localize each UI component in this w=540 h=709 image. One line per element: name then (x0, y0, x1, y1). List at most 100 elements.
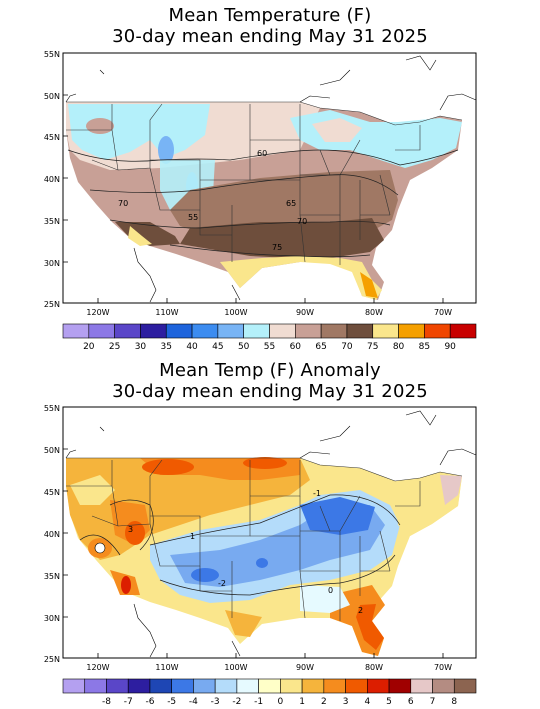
contour-label: 65 (286, 199, 296, 208)
contour-label: 3 (128, 525, 133, 534)
legend-swatch (388, 678, 412, 694)
lon-label: 80W (365, 663, 383, 672)
legend-label: -3 (211, 697, 220, 707)
legend-label: 2 (321, 697, 327, 707)
legend-swatch (236, 678, 259, 694)
anomaly-map: -1 -2 0 2 1 3 55N 50N 45N 40N 35N 30N 25… (44, 404, 477, 707)
legend-label: 20 (83, 342, 95, 352)
legend-swatch (323, 678, 346, 694)
contour-label: 1 (190, 532, 195, 541)
legend-label: 75 (367, 342, 378, 352)
contour-label: -2 (218, 579, 226, 588)
legend-label: -4 (189, 697, 198, 707)
map-title-line2: 30-day mean ending May 31 2025 (112, 26, 428, 47)
contour-label: 70 (118, 199, 128, 208)
contour-lines (79, 494, 401, 596)
legend-swatch (269, 323, 296, 339)
lat-label: 45N (44, 133, 60, 142)
lon-label: 120W (86, 308, 109, 317)
legend-swatch (171, 678, 194, 694)
contour-label: 55 (188, 213, 198, 222)
coastlines (65, 55, 477, 303)
legend-label: 65 (315, 342, 326, 352)
legend-swatch (410, 678, 433, 694)
legend-label: 50 (238, 342, 250, 352)
legend-swatch (114, 323, 141, 339)
legend-swatch (295, 323, 322, 339)
legend-swatch (449, 323, 477, 339)
legend-swatch (424, 323, 451, 339)
lon-label: 90W (296, 308, 314, 317)
legend-swatch (398, 323, 425, 339)
lon-label: 100W (224, 663, 247, 672)
lat-label: 30N (44, 614, 60, 623)
legend-label: 6 (408, 697, 414, 707)
legend-label: -7 (124, 697, 133, 707)
legend-swatch (62, 323, 90, 339)
legend-label: 60 (290, 342, 302, 352)
legend-label: 8 (451, 697, 457, 707)
legend-swatch (149, 678, 172, 694)
lon-label: 90W (296, 663, 314, 672)
legend-swatch (127, 678, 151, 694)
legend-swatch (345, 678, 368, 694)
legend-label: 1 (299, 697, 305, 707)
legend-label: 55 (264, 342, 275, 352)
lat-label: 40N (44, 175, 60, 184)
temperature-map: 60 70 65 55 70 75 55N 50N 45N 40N 35N 30… (44, 50, 477, 352)
contour-label-group: -1 -2 0 2 1 3 (128, 489, 363, 615)
legend-label: -1 (254, 697, 263, 707)
lat-label: 30N (44, 259, 60, 268)
contour-lines (67, 149, 459, 258)
latitude-labels: 55N 50N 45N 40N 35N 30N 25N (44, 50, 60, 309)
legend-swatch (301, 678, 325, 694)
legend-label: 4 (364, 697, 370, 707)
legend-swatch (320, 323, 348, 339)
legend-swatch (243, 323, 270, 339)
lat-label: 50N (44, 446, 60, 455)
legend-label: -8 (102, 697, 111, 707)
legend-swatch (217, 323, 244, 339)
lon-label: 110W (155, 663, 178, 672)
lon-label: 100W (224, 308, 247, 317)
lat-label: 35N (44, 217, 60, 226)
legend-label: -6 (145, 697, 154, 707)
legend-label: 3 (343, 697, 349, 707)
legend-swatch (280, 678, 303, 694)
contour-label: 60 (257, 149, 267, 158)
state-boundaries (66, 101, 463, 265)
legend-label: 80 (393, 342, 405, 352)
legend-label: 35 (161, 342, 172, 352)
legend-label: 70 (341, 342, 353, 352)
legend-swatch (214, 678, 238, 694)
legend-swatch (88, 323, 115, 339)
legend-label: 40 (186, 342, 198, 352)
legend-swatch (432, 678, 455, 694)
legend-swatch (191, 323, 219, 339)
map-title-line2: 30-day mean ending May 31 2025 (112, 381, 428, 402)
axis-ticks (63, 52, 444, 304)
lat-label: 55N (44, 50, 60, 59)
legend-swatch (62, 678, 86, 694)
temperature-field (66, 101, 463, 300)
legend-label: 30 (135, 342, 147, 352)
legend-swatch (367, 678, 390, 694)
legend-swatch (453, 678, 477, 694)
legend-label: 25 (109, 342, 120, 352)
legend-label: -5 (167, 697, 176, 707)
lon-label: 120W (86, 663, 109, 672)
legend-label: 45 (212, 342, 223, 352)
legend-swatch (140, 323, 167, 339)
legend-label: 0 (278, 697, 284, 707)
lon-label: 70W (434, 663, 452, 672)
legend-label: 5 (386, 697, 392, 707)
lat-label: 25N (44, 655, 60, 664)
map-title-line1: Mean Temp (F) Anomaly (159, 360, 381, 381)
anomaly-field (66, 457, 463, 656)
color-legend: 20 25 30 35 40 45 50 55 60 65 70 75 80 85 90 (62, 323, 477, 352)
longitude-labels: 120W 110W 100W 90W 80W 70W (86, 663, 452, 672)
legend-label: -2 (232, 697, 241, 707)
legend-swatch (193, 678, 216, 694)
longitude-labels: 120W 110W 100W 90W 80W 70W (86, 308, 452, 317)
legend-swatch (346, 323, 374, 339)
